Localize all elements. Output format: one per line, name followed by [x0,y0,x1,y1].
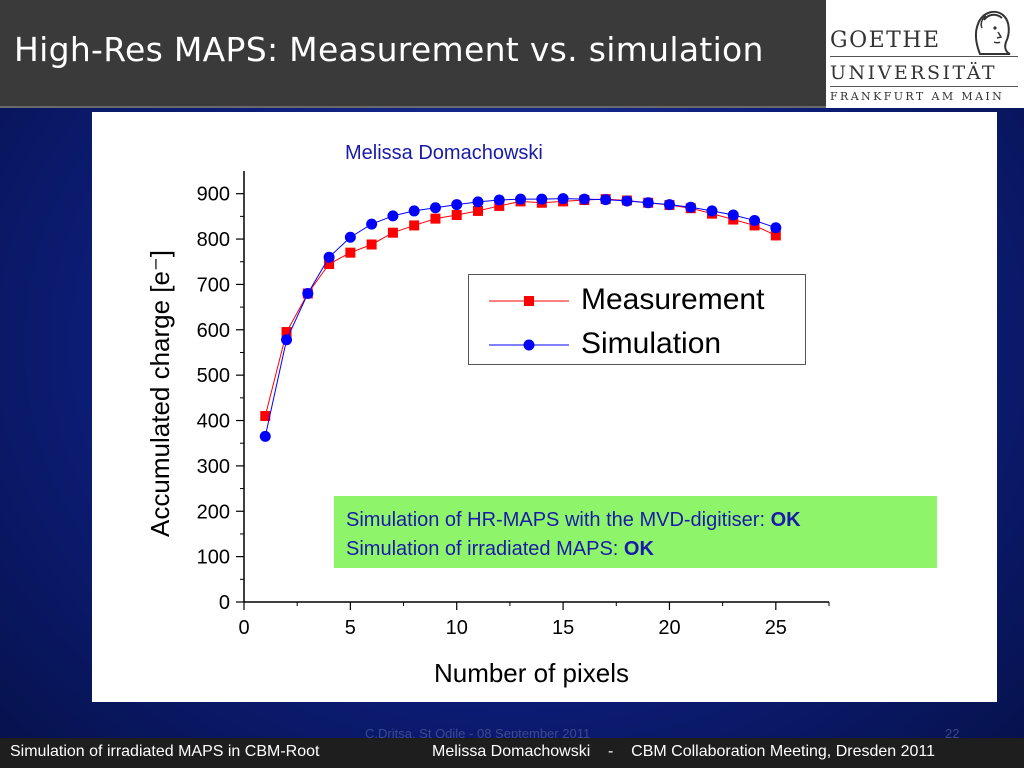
data-point-simulation [600,194,612,206]
data-point-simulation [259,430,271,442]
data-point-simulation [302,287,314,299]
data-point-measurement [451,210,462,221]
x-axis-label: Number of pixels [434,658,629,688]
slide-title: High-Res MAPS: Measurement vs. simulatio… [14,30,764,69]
data-point-measurement [473,205,483,216]
data-point-measurement [430,213,441,224]
data-point-simulation [727,209,739,221]
note-line-1-ok: OK [770,509,801,531]
y-tick-label: 700 [197,274,230,296]
legend-marker-square-icon [489,296,569,306]
data-point-simulation [429,202,441,214]
chart-author-label: Melissa Domachowski [345,142,543,164]
footer-left-text: Simulation of irradiated MAPS in CBM-Roo… [10,743,320,760]
data-point-simulation [685,201,697,213]
data-point-simulation [408,205,420,217]
data-point-measurement [366,239,377,250]
data-point-simulation [493,194,505,206]
data-point-measurement [770,230,781,241]
logo-text-frankfurt: FRANKFURT AM MAIN [830,90,1005,103]
faint-background-caption: C.Dritsa, St Odile - 08 September 2011 [365,726,591,741]
y-tick-label: 500 [197,365,230,387]
data-point-simulation [706,205,718,217]
logo-text-universitaet: UNIVERSITÄT [830,62,998,84]
data-point-simulation [472,196,484,208]
x-tick-label: 0 [238,617,249,639]
y-tick-label: 300 [197,456,230,478]
logo-rule [830,86,1018,87]
x-tick-label: 10 [446,617,468,639]
chart-panel: Melissa Domachowski 0 100 200 300 400 500 600 7… [92,112,997,702]
footer-bar: Simulation of irradiated MAPS in CBM-Roo… [0,738,1024,768]
data-point-simulation [749,214,761,226]
data-point-measurement [494,200,505,211]
data-point-simulation [366,218,378,230]
x-tick-label: 5 [345,617,356,639]
note-line-1-text: Simulation of HR-MAPS with the MVD-digit… [346,509,771,531]
data-point-simulation [323,251,335,263]
data-point-simulation [451,199,463,211]
legend-item-simulation: Simulation [469,323,805,367]
data-point-measurement [409,220,420,231]
logo-rule [830,56,1018,57]
x-tick-label: 20 [658,617,680,639]
logo-text-goethe: GOETHE [830,28,941,53]
note-line-2-text: Simulation of irradiated MAPS: [346,538,624,560]
result-note: Simulation of HR-MAPS with the MVD-digit… [334,496,937,568]
legend-marker-circle-icon [489,339,569,351]
x-tick-label: 15 [552,617,574,639]
data-point-simulation [578,193,590,205]
data-point-simulation [536,193,548,205]
legend-label-measurement: Measurement [581,283,765,316]
data-point-simulation [387,210,399,222]
data-point-simulation [770,222,782,234]
data-point-simulation [621,195,633,207]
y-tick-label: 400 [197,411,230,433]
data-point-measurement [387,227,398,238]
title-bar: High-Res MAPS: Measurement vs. simulatio… [0,0,826,108]
data-point-simulation [281,334,293,346]
y-tick-label: 900 [197,184,230,206]
y-tick-label: 100 [197,547,230,569]
x-tick-label: 25 [765,617,787,639]
data-point-measurement [324,259,335,270]
faint-page-number: 22 [945,726,960,741]
y-axis-label: Accumulated charge [e⁻] [145,250,175,537]
y-tick-label: 200 [197,501,230,523]
footer-right-text: Melissa Domachowski - CBM Collaboration … [432,743,936,760]
data-point-simulation [344,231,356,243]
university-logo: GOETHE UNIVERSITÄT FRANKFURT AM MAIN [826,0,1024,108]
note-line-2-ok: OK [623,538,654,560]
legend-label-simulation: Simulation [581,327,722,360]
data-point-measurement [345,247,356,258]
y-tick-label: 0 [219,592,230,614]
line-chart: 0 100 200 300 400 500 600 700 800 900 0 5 10 15 20 25 Nu… [145,171,830,688]
note-line-1: Simulation of HR-MAPS with the MVD-digit… [346,506,937,535]
data-point-simulation [557,193,569,205]
goethe-portrait-icon [974,10,1011,55]
note-line-2: Simulation of irradiated MAPS: OK [346,535,937,564]
data-point-measurement [281,327,292,338]
chart-legend: Measurement Simulation [468,274,806,365]
data-point-measurement [260,410,271,421]
data-point-simulation [663,199,675,211]
data-point-simulation [642,197,654,209]
y-tick-label: 600 [197,320,230,342]
y-tick-label: 800 [197,229,230,251]
data-point-simulation [515,193,527,205]
legend-item-measurement: Measurement [469,279,805,323]
